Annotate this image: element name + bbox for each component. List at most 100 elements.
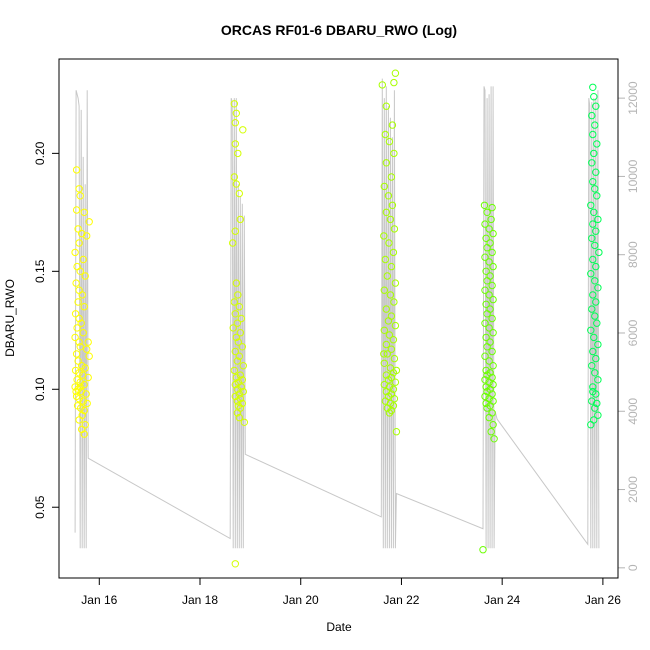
data-point xyxy=(234,338,243,346)
data-point xyxy=(591,277,599,285)
data-point xyxy=(588,362,596,370)
data-point xyxy=(235,189,244,198)
data-point xyxy=(483,277,491,285)
data-point xyxy=(75,416,83,424)
data-point xyxy=(488,347,496,356)
data-point xyxy=(76,378,84,386)
data-point xyxy=(589,347,597,356)
data-point xyxy=(380,182,388,191)
data-point xyxy=(483,343,491,351)
data-point xyxy=(389,336,398,344)
data-point xyxy=(85,218,93,226)
secondary-tick-label: 12000 xyxy=(626,81,640,115)
data-point xyxy=(84,338,92,346)
data-point xyxy=(75,239,83,247)
data-point xyxy=(392,366,401,375)
data-point xyxy=(487,215,495,224)
x-tick-label: Jan 24 xyxy=(484,593,520,607)
data-point xyxy=(588,234,596,243)
data-point xyxy=(238,376,247,384)
data-point xyxy=(482,383,490,391)
data-point xyxy=(84,373,92,382)
data-point xyxy=(593,319,601,327)
data-point xyxy=(589,383,597,391)
data-point xyxy=(390,78,398,87)
x-tick-label: Jan 16 xyxy=(81,593,117,607)
data-point xyxy=(71,310,80,318)
data-point xyxy=(488,203,496,212)
x-tick-label: Jan 20 xyxy=(283,593,319,607)
x-axis-label: Date xyxy=(326,620,352,634)
data-point xyxy=(384,317,393,325)
data-point xyxy=(587,326,595,334)
secondary-tick-label: 8000 xyxy=(626,241,640,268)
data-point xyxy=(388,121,397,129)
data-point xyxy=(232,109,241,118)
data-point xyxy=(489,362,497,370)
secondary-tick-label: 2000 xyxy=(626,476,640,503)
data-point xyxy=(386,215,395,224)
data-point xyxy=(233,319,242,327)
data-point xyxy=(390,354,399,363)
data-point xyxy=(587,201,595,210)
data-point xyxy=(230,298,239,306)
data-point xyxy=(75,185,83,193)
data-point xyxy=(591,312,599,320)
data-point xyxy=(592,354,600,363)
data-point xyxy=(235,352,244,360)
data-point xyxy=(387,262,396,271)
data-point xyxy=(238,343,247,351)
data-point xyxy=(391,279,400,287)
data-point xyxy=(595,248,603,257)
data-point xyxy=(83,232,91,240)
data-point xyxy=(384,192,393,200)
data-point xyxy=(482,234,490,243)
data-point xyxy=(80,303,88,311)
data-point xyxy=(589,255,597,264)
y-tick-label: 0.15 xyxy=(33,259,47,283)
data-point xyxy=(380,232,388,240)
data-point xyxy=(591,404,599,412)
data-point xyxy=(391,69,400,77)
y-tick-label: 0.20 xyxy=(33,141,47,165)
data-point xyxy=(489,329,497,337)
data-point xyxy=(489,295,497,304)
data-point xyxy=(481,220,489,228)
data-point xyxy=(381,130,389,139)
data-point xyxy=(587,421,595,429)
data-point xyxy=(76,267,84,275)
data-point xyxy=(238,399,247,408)
data-point xyxy=(485,225,493,233)
secondary-series-line xyxy=(74,78,600,549)
data-point xyxy=(237,314,246,323)
data-point xyxy=(382,159,390,167)
data-point xyxy=(72,166,81,174)
data-point xyxy=(77,319,85,327)
data-point xyxy=(234,149,242,158)
data-point xyxy=(71,248,79,257)
y-tick-label: 0.10 xyxy=(33,377,47,401)
data-point xyxy=(382,340,390,349)
data-point xyxy=(590,93,598,101)
data-point xyxy=(236,371,245,379)
data-point xyxy=(75,314,83,323)
data-point xyxy=(71,333,79,342)
data-point xyxy=(239,362,248,370)
data-point xyxy=(80,430,88,438)
data-point xyxy=(383,404,391,412)
data-point xyxy=(380,359,388,367)
data-point xyxy=(75,395,83,403)
data-point xyxy=(385,331,394,339)
data-point xyxy=(390,225,399,233)
data-point xyxy=(389,248,398,257)
data-point xyxy=(229,324,237,332)
data-point xyxy=(592,298,600,306)
data-point xyxy=(230,173,239,181)
data-point xyxy=(236,329,245,337)
data-point xyxy=(481,319,489,327)
data-point xyxy=(380,286,388,294)
data-point xyxy=(85,352,93,360)
data-point xyxy=(234,291,242,299)
